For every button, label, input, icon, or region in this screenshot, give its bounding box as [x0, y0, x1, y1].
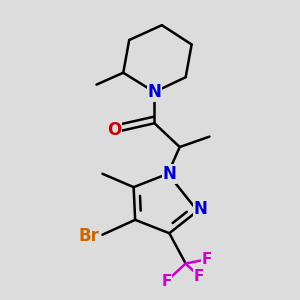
Text: F: F: [161, 274, 172, 289]
Text: F: F: [194, 269, 204, 284]
Text: N: N: [162, 165, 176, 183]
Text: N: N: [148, 83, 161, 101]
Text: O: O: [107, 121, 122, 139]
Text: N: N: [194, 200, 208, 218]
Text: Br: Br: [79, 227, 100, 245]
Text: F: F: [201, 252, 212, 267]
